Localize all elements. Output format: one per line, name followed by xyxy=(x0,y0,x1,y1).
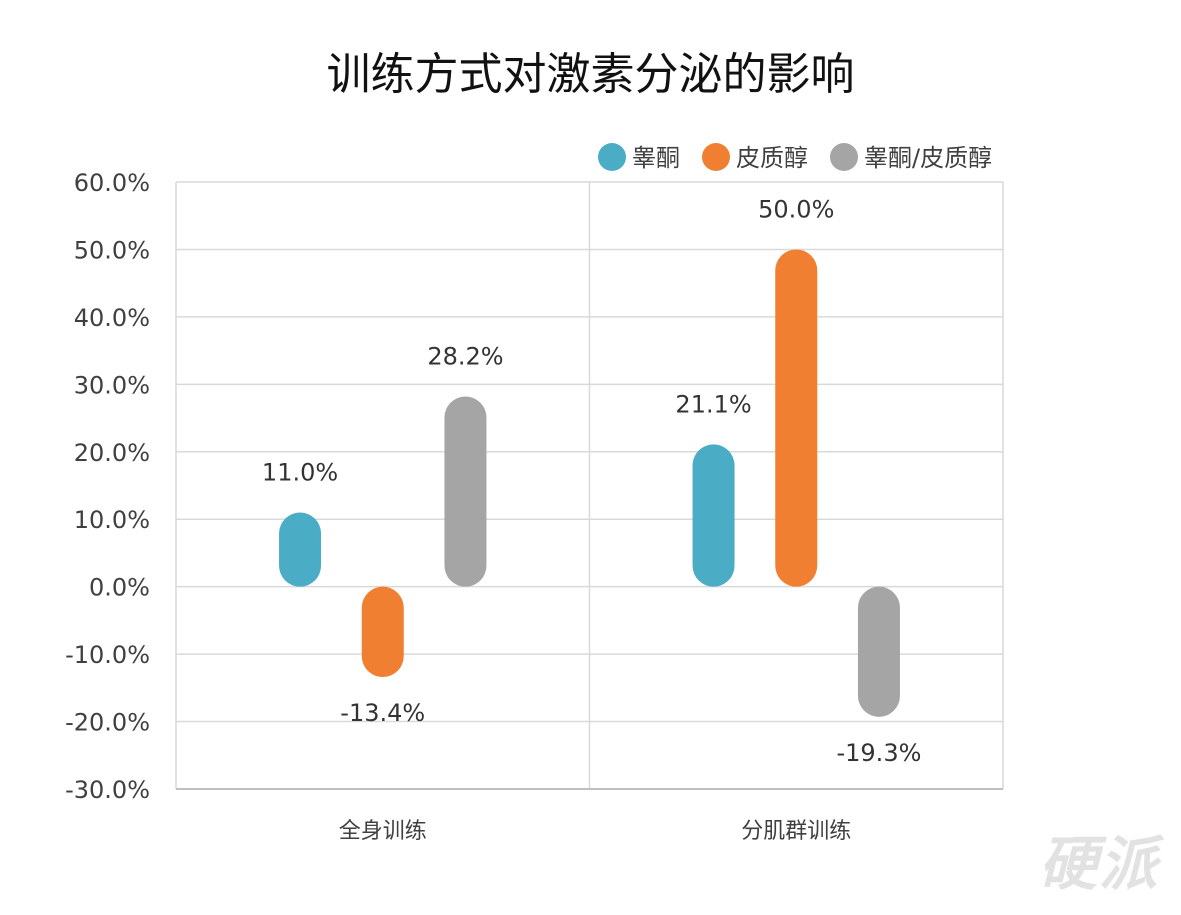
bar xyxy=(857,586,900,717)
legend-label: 皮质醇 xyxy=(736,144,808,172)
watermark-logo: 硬派 xyxy=(1038,830,1159,898)
data-labels: 11.0% 21.1% -13.4% 50.0% 28.2% -19.3% xyxy=(262,195,921,766)
y-tick-label: 20.0% xyxy=(74,439,150,467)
bar xyxy=(444,396,487,587)
y-tick-label: 10.0% xyxy=(74,506,150,534)
data-label: 21.1% xyxy=(675,390,751,418)
data-label: -19.3% xyxy=(836,739,921,767)
legend-marker xyxy=(830,143,858,171)
bar xyxy=(775,249,818,587)
bar xyxy=(692,444,735,587)
legend: 睾酮 皮质醇 睾酮/皮质醇 xyxy=(598,143,992,172)
data-label: 50.0% xyxy=(758,195,834,223)
legend-marker xyxy=(598,143,626,171)
y-tick-label: -30.0% xyxy=(65,776,150,804)
y-tick-label: 0.0% xyxy=(89,574,150,602)
y-tick-label: -20.0% xyxy=(65,709,150,737)
bar xyxy=(279,512,322,587)
y-tick-label: 40.0% xyxy=(74,304,150,332)
data-label: 28.2% xyxy=(427,342,503,370)
bar xyxy=(361,586,404,678)
legend-marker xyxy=(702,143,730,171)
data-label: -13.4% xyxy=(340,699,425,727)
bars xyxy=(279,249,900,717)
data-label: 11.0% xyxy=(262,458,338,486)
y-axis-ticks: 60.0% 50.0% 40.0% 30.0% 20.0% 10.0% 0.0% -10.0%… xyxy=(65,169,150,804)
y-tick-label: 30.0% xyxy=(74,371,150,399)
legend-label: 睾酮 xyxy=(632,144,680,172)
gridlines xyxy=(175,181,1004,790)
x-tick-label: 分肌群训练 xyxy=(741,819,851,844)
y-tick-label: -10.0% xyxy=(65,641,150,669)
x-tick-label: 全身训练 xyxy=(339,819,427,844)
chart-title: 训练方式对激素分泌的影响 xyxy=(326,49,855,100)
y-tick-label: 50.0% xyxy=(74,236,150,264)
y-tick-label: 60.0% xyxy=(74,169,150,197)
x-axis-ticks: 全身训练 分肌群训练 xyxy=(339,819,852,844)
legend-label: 睾酮/皮质醇 xyxy=(864,144,992,172)
